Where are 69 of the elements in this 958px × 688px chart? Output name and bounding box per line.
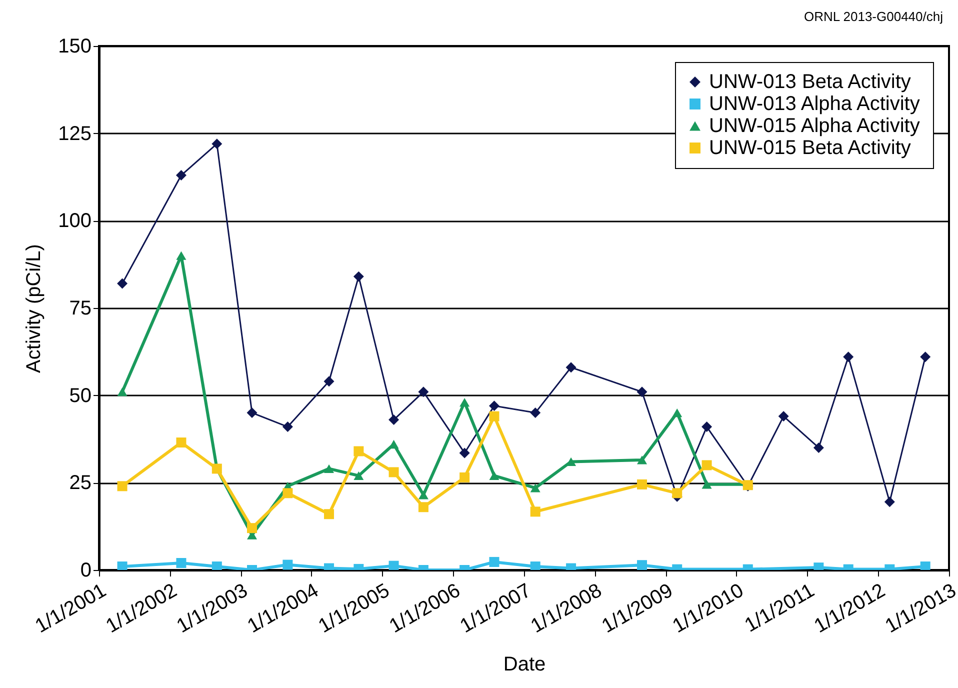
point: [702, 422, 712, 432]
point: [176, 251, 186, 260]
y-tick-label: 25: [69, 472, 92, 494]
point: [388, 467, 399, 478]
point: [920, 352, 931, 362]
point: [117, 388, 128, 396]
text: ORNL 2013-G00440/chj: [804, 9, 944, 24]
point: [920, 562, 930, 570]
point: [530, 562, 540, 570]
point: [488, 400, 500, 412]
point: [530, 484, 540, 492]
point: [117, 481, 128, 492]
point: [637, 479, 648, 490]
point: [117, 278, 128, 289]
point: [418, 386, 429, 398]
y-tick-label: 75: [69, 298, 92, 320]
point: [843, 352, 854, 362]
point: [566, 362, 576, 373]
point: [460, 398, 470, 407]
point: [212, 138, 222, 150]
point: [489, 471, 500, 480]
point: [702, 480, 712, 489]
point: [778, 411, 789, 422]
point: [418, 502, 428, 512]
y-tick-label: 100: [58, 210, 92, 232]
point: [418, 490, 428, 500]
point: [354, 446, 364, 456]
point: [636, 386, 648, 398]
point: [388, 560, 399, 570]
point: [530, 408, 541, 418]
x-axis-title: Date: [503, 654, 546, 676]
point: [813, 442, 824, 453]
point: [246, 408, 258, 418]
point: [489, 411, 500, 422]
y-tick-label: 50: [69, 384, 92, 407]
point: [353, 271, 364, 282]
legend-label: UNW-013 Beta Activity: [709, 71, 911, 93]
legend-label: UNW-013 Alpha Activity: [709, 93, 920, 115]
y-tick-label: 0: [80, 560, 92, 582]
point: [212, 562, 222, 570]
point: [176, 558, 186, 568]
point: [324, 509, 334, 520]
point: [282, 422, 293, 432]
point: [324, 376, 334, 387]
point: [566, 457, 576, 466]
point: [460, 472, 470, 482]
point: [282, 488, 293, 498]
point: [282, 560, 293, 570]
point: [672, 408, 682, 418]
point: [324, 464, 334, 474]
point: [354, 471, 364, 480]
y-tick-label: 125: [58, 122, 92, 145]
point: [672, 488, 682, 498]
point: [489, 556, 500, 567]
point: [247, 523, 258, 534]
point: [530, 506, 540, 517]
point: [176, 170, 186, 180]
y-tick-label: 150: [58, 36, 92, 58]
point: [637, 456, 648, 464]
point: [637, 560, 648, 570]
legend-label: UNW-015 Alpha Activity: [709, 115, 920, 137]
point: [884, 496, 895, 508]
y-axis-title: Activity (pCi/L): [23, 244, 46, 373]
point: [117, 562, 128, 570]
point: [702, 460, 712, 470]
point: [388, 414, 400, 426]
point: [459, 448, 470, 458]
legend-label: UNW-015 Beta Activity: [709, 137, 911, 159]
point: [176, 437, 186, 448]
